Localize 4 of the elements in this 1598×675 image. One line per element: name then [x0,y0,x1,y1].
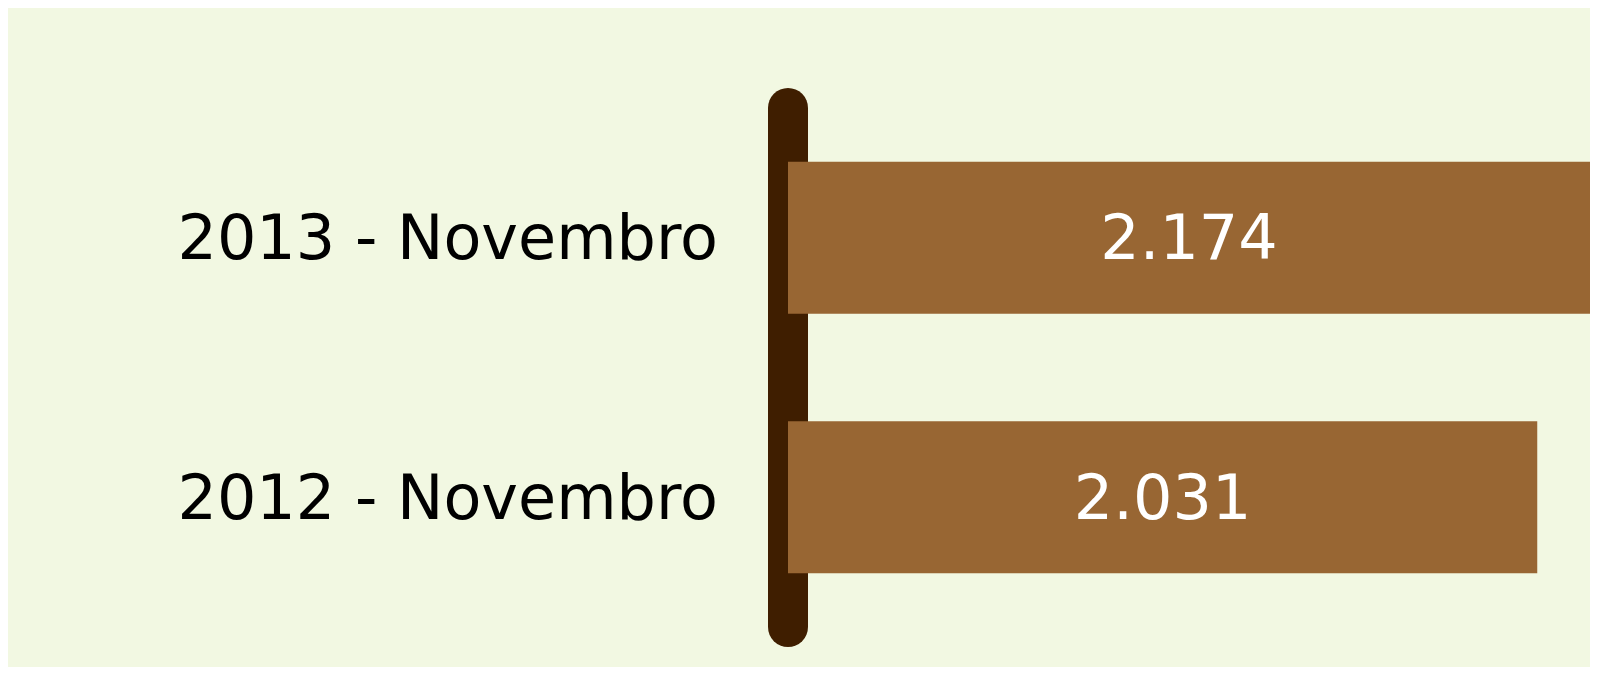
y-tick-label: 2012 - Novembro [177,460,718,534]
data-label: 2.031 [1073,460,1252,534]
y-tick-label: 2013 - Novembro [177,201,718,275]
data-label: 2.174 [1100,201,1278,275]
